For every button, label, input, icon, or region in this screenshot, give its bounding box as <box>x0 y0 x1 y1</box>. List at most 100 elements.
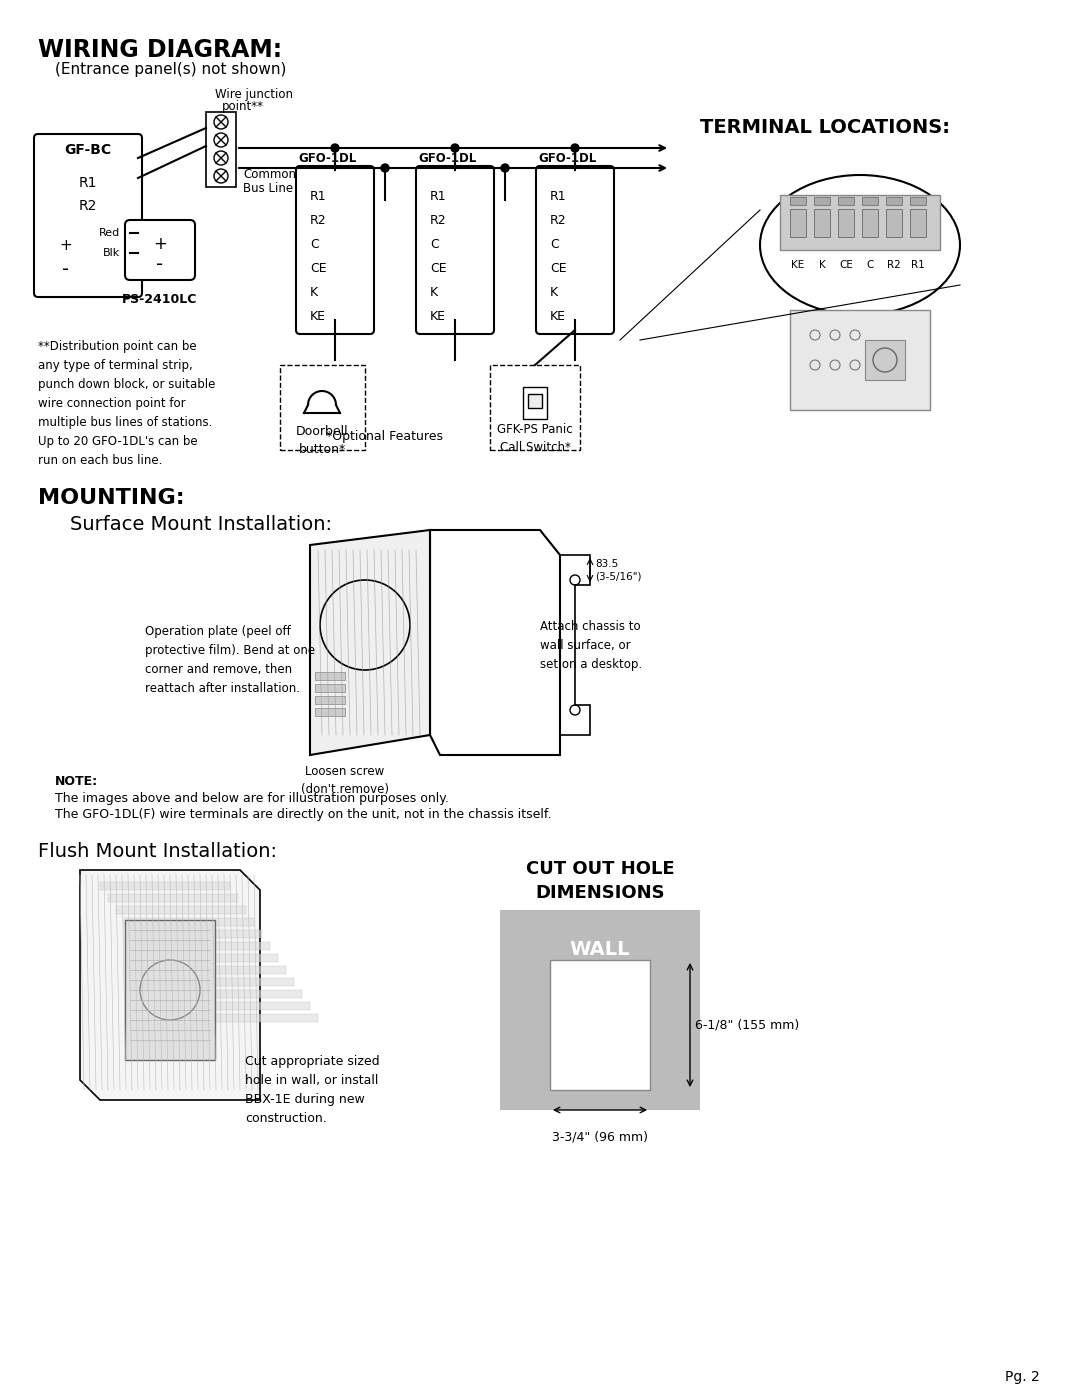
Text: R2: R2 <box>310 214 326 226</box>
Bar <box>180 1002 310 1010</box>
Bar <box>789 210 806 237</box>
Bar <box>528 394 542 408</box>
Bar <box>789 310 930 409</box>
FancyBboxPatch shape <box>125 219 195 279</box>
Text: C: C <box>550 237 558 251</box>
Text: GFO-1DL: GFO-1DL <box>538 152 596 165</box>
Text: KE: KE <box>792 260 805 270</box>
Text: NOTE:: NOTE: <box>55 775 98 788</box>
Text: Common: Common <box>243 168 296 182</box>
Text: CE: CE <box>430 263 447 275</box>
Bar <box>523 387 546 419</box>
Text: GFO-1DL: GFO-1DL <box>298 152 356 165</box>
Bar <box>156 965 286 974</box>
Bar <box>550 960 650 1090</box>
Text: Loosen screw
(don't remove): Loosen screw (don't remove) <box>301 766 389 796</box>
Text: GFK-PS Panic
Call Switch*: GFK-PS Panic Call Switch* <box>497 423 572 454</box>
Bar <box>315 696 345 704</box>
FancyBboxPatch shape <box>296 166 374 334</box>
Text: CUT OUT HOLE
DIMENSIONS: CUT OUT HOLE DIMENSIONS <box>526 861 674 901</box>
Text: KE: KE <box>550 310 566 323</box>
Bar <box>172 990 302 997</box>
Bar <box>315 685 345 692</box>
Text: R2: R2 <box>550 214 567 226</box>
Text: GF-BC: GF-BC <box>65 142 111 156</box>
Bar <box>865 339 905 380</box>
Bar <box>886 197 902 205</box>
Text: Cut appropriate sized
hole in wall, or install
BBX-1E during new
construction.: Cut appropriate sized hole in wall, or i… <box>245 1055 380 1125</box>
Bar <box>315 708 345 717</box>
Bar <box>838 210 854 237</box>
Text: R2: R2 <box>887 260 901 270</box>
Bar <box>132 930 262 937</box>
Text: K: K <box>550 286 558 299</box>
Text: WIRING DIAGRAM:: WIRING DIAGRAM: <box>38 38 282 61</box>
FancyBboxPatch shape <box>416 166 494 334</box>
Text: PS-2410LC: PS-2410LC <box>122 293 198 306</box>
Text: +: + <box>59 237 72 253</box>
Text: C: C <box>866 260 874 270</box>
Text: Operation plate (peel off
protective film). Bend at one
corner and remove, then
: Operation plate (peel off protective fil… <box>145 624 315 694</box>
Bar <box>886 210 902 237</box>
Bar <box>780 196 940 250</box>
Bar <box>148 954 278 963</box>
Text: Doorbell
button*: Doorbell button* <box>296 425 349 455</box>
Text: K: K <box>310 286 319 299</box>
Bar <box>910 197 926 205</box>
Text: K: K <box>819 260 825 270</box>
Text: R1: R1 <box>912 260 924 270</box>
Text: R1: R1 <box>310 190 326 203</box>
Text: 6-1/8" (155 mm): 6-1/8" (155 mm) <box>696 1018 799 1031</box>
Text: Surface Mount Installation:: Surface Mount Installation: <box>70 515 332 534</box>
Bar <box>124 918 254 926</box>
FancyBboxPatch shape <box>536 166 615 334</box>
Text: 83.5
(3-5/16"): 83.5 (3-5/16") <box>595 559 642 581</box>
Bar <box>125 921 215 1060</box>
Text: GFO-1DL: GFO-1DL <box>418 152 476 165</box>
Text: TERMINAL LOCATIONS:: TERMINAL LOCATIONS: <box>700 117 950 137</box>
Bar <box>280 365 365 450</box>
FancyBboxPatch shape <box>33 134 141 298</box>
Text: Pg. 2: Pg. 2 <box>1005 1370 1040 1384</box>
Bar <box>910 210 926 237</box>
Bar <box>838 197 854 205</box>
Text: The images above and below are for illustration purposes only.: The images above and below are for illus… <box>55 792 449 805</box>
Text: CE: CE <box>839 260 853 270</box>
Circle shape <box>381 163 389 172</box>
Circle shape <box>501 163 509 172</box>
Text: C: C <box>310 237 319 251</box>
Text: (Entrance panel(s) not shown): (Entrance panel(s) not shown) <box>55 61 286 77</box>
Text: KE: KE <box>310 310 326 323</box>
Text: R1
R2: R1 R2 <box>79 176 97 212</box>
Text: **Distribution point can be
any type of terminal strip,
punch down block, or sui: **Distribution point can be any type of … <box>38 339 215 467</box>
Text: +: + <box>153 235 167 253</box>
Text: The GFO-1DL(F) wire terminals are directly on the unit, not in the chassis itsel: The GFO-1DL(F) wire terminals are direct… <box>55 807 552 821</box>
Text: CE: CE <box>310 263 326 275</box>
Text: Flush Mount Installation:: Flush Mount Installation: <box>38 842 276 861</box>
Bar <box>490 365 580 450</box>
Bar <box>862 197 878 205</box>
Circle shape <box>571 144 579 152</box>
Text: CE: CE <box>550 263 567 275</box>
Text: 3-3/4" (96 mm): 3-3/4" (96 mm) <box>552 1130 648 1143</box>
Bar <box>315 672 345 680</box>
Text: *Optional Features: *Optional Features <box>326 430 444 443</box>
Bar <box>814 210 831 237</box>
Bar <box>814 197 831 205</box>
Text: R2: R2 <box>430 214 447 226</box>
Bar <box>100 882 230 890</box>
Text: KE: KE <box>430 310 446 323</box>
Text: C: C <box>430 237 438 251</box>
Text: Wire junction: Wire junction <box>215 88 293 101</box>
Text: Blk: Blk <box>103 249 120 258</box>
Bar <box>206 112 237 187</box>
Bar <box>108 894 238 902</box>
Text: Bus Line: Bus Line <box>243 182 293 196</box>
Text: WALL: WALL <box>570 940 631 958</box>
Bar <box>789 197 806 205</box>
Text: -: - <box>63 260 69 279</box>
Polygon shape <box>310 529 430 754</box>
Text: R1: R1 <box>430 190 447 203</box>
Bar <box>188 1014 318 1023</box>
Bar <box>500 909 700 1111</box>
